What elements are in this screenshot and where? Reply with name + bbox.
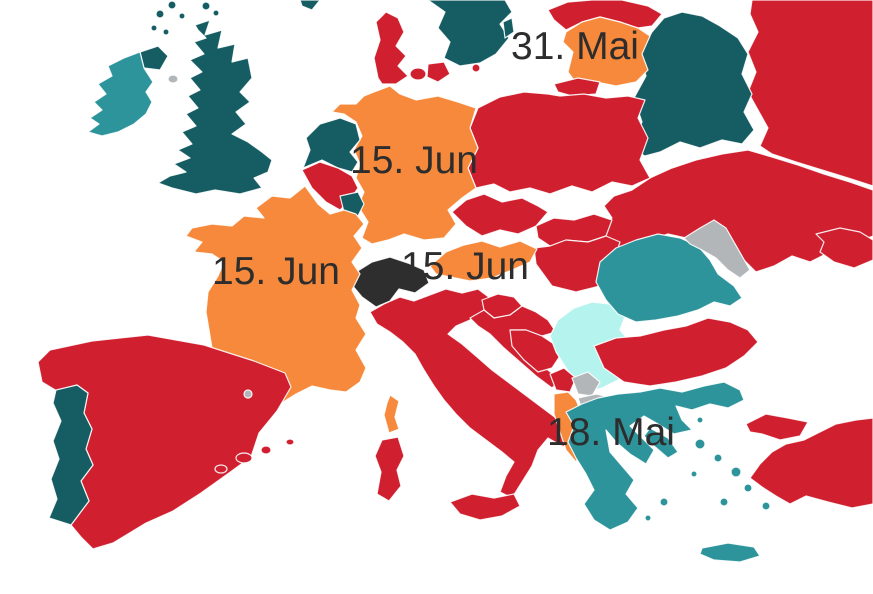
country-czechia <box>451 193 549 237</box>
country-uk-scottish-islands <box>150 0 220 36</box>
country-belarus <box>629 11 755 157</box>
country-turkey-thrace <box>745 413 809 441</box>
country-greece <box>565 381 745 531</box>
country-spain-ibiza <box>214 464 228 474</box>
country-bulgaria <box>593 317 759 387</box>
country-isle-of-man <box>167 74 179 84</box>
country-portugal <box>48 384 94 526</box>
country-uk <box>157 19 273 195</box>
country-italy-sicily <box>449 493 521 521</box>
country-spain-mallorca <box>235 452 253 464</box>
labels-layer: 31. Mai 15. Jun 15. Jun 15. Jun 18. Mai <box>212 25 675 454</box>
country-spain-island <box>285 438 295 446</box>
date-label-albania: 18. Mai <box>547 411 675 454</box>
country-france-corsica <box>383 394 400 434</box>
country-spain-menorca <box>260 445 272 455</box>
country-germany <box>331 85 479 245</box>
country-bosnia <box>509 329 561 373</box>
date-label-lithuania: 31. Mai <box>511 25 639 68</box>
country-russia <box>747 0 873 187</box>
date-label-austria: 15. Jun <box>401 245 529 288</box>
date-label-germany: 15. Jun <box>350 139 478 182</box>
country-sweden-gotland <box>502 17 515 39</box>
country-switzerland <box>351 256 430 308</box>
countries-layer <box>37 0 873 563</box>
country-turkey-anatolia <box>749 417 873 509</box>
country-moldova <box>683 219 751 279</box>
country-sweden <box>427 0 513 67</box>
country-luxembourg <box>339 191 365 217</box>
country-ireland <box>87 51 154 137</box>
country-montenegro <box>549 367 577 393</box>
country-kosovo <box>571 371 601 397</box>
country-lithuania <box>562 16 651 87</box>
country-russia-kaliningrad <box>553 77 601 97</box>
country-greece-islands <box>643 416 771 563</box>
country-austria <box>429 240 538 282</box>
country-poland <box>467 91 651 195</box>
date-label-france: 15. Jun <box>212 250 340 293</box>
country-romania <box>595 233 743 323</box>
country-norway <box>299 0 321 11</box>
country-ukraine-crimea <box>815 227 873 269</box>
country-netherlands <box>302 117 361 173</box>
country-italy-sardinia <box>374 436 405 502</box>
country-latvia <box>547 0 663 31</box>
country-denmark-zealand <box>426 61 451 83</box>
country-denmark-bornholm <box>471 63 481 73</box>
country-andorra <box>243 389 253 399</box>
country-denmark-funen <box>409 67 427 81</box>
country-denmark <box>373 11 409 85</box>
